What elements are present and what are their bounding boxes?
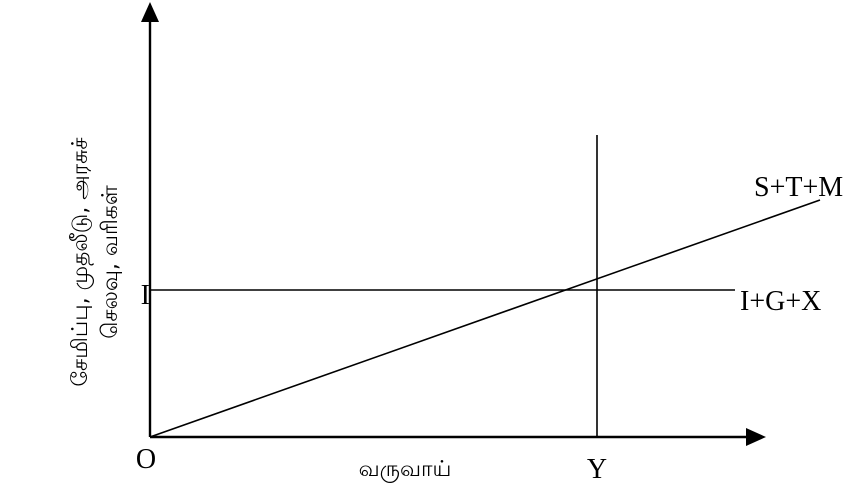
income-point-label: Y — [587, 454, 607, 485]
investment-label: I — [141, 280, 150, 311]
origin-label: O — [136, 444, 156, 475]
y-axis-arrow — [141, 2, 159, 22]
x-axis-arrow — [746, 428, 766, 446]
y-axis-label-line: சேமிப்பு, முதலீடு, அரசுச் — [68, 137, 94, 386]
y-axis-label-line: செலவு, வரிகள் — [98, 185, 123, 339]
injections-label: I+G+X — [740, 286, 821, 317]
leakages-line — [149, 199, 821, 438]
x-axis-label: வருவாய் — [359, 457, 452, 483]
y-axis-label: சேமிப்பு, முதலீடு, அரசுச் செலவு, வரிகள் — [68, 137, 123, 386]
leakages-label: S+T+M — [754, 172, 843, 203]
